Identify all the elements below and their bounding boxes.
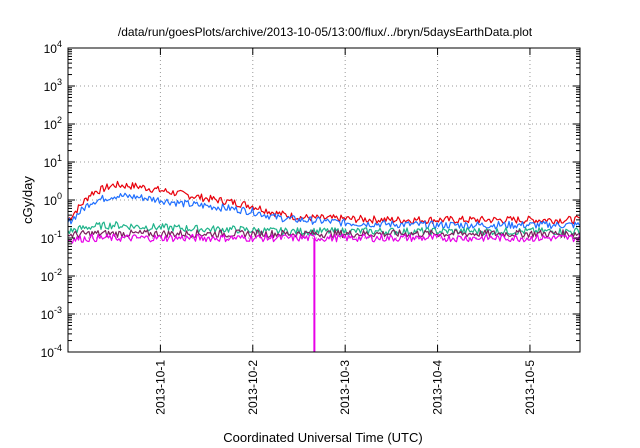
series-line-1	[67, 192, 581, 230]
x-tick-label: 2013-10-4	[431, 360, 445, 415]
y-tick-label: 10-1	[41, 229, 62, 246]
chart-title: /data/run/goesPlots/archive/2013-10-05/1…	[118, 25, 533, 39]
y-tick-label: 10-4	[41, 343, 62, 360]
series-line-0	[67, 180, 580, 225]
y-tick-label: 104	[44, 39, 62, 56]
y-tick-label: 100	[44, 191, 62, 208]
grid-lines	[68, 48, 580, 352]
y-tick-label: 103	[44, 77, 62, 94]
y-tick-label: 102	[44, 115, 62, 132]
y-tick-label: 10-2	[41, 267, 62, 284]
x-axis-label: Coordinated Universal Time (UTC)	[223, 430, 422, 445]
plot-frame	[67, 47, 581, 353]
axis-ticks: 10-4 10-3 10-2 10-1 100 101 102 103 104 2013-10-1…	[41, 39, 580, 415]
y-tick-label: 10-3	[41, 305, 62, 322]
data-series	[67, 180, 581, 352]
x-tick-label: 2013-10-5	[523, 360, 537, 415]
series-line-3	[67, 229, 580, 239]
y-tick-label: 101	[44, 153, 62, 170]
x-tick-label: 2013-10-2	[246, 360, 260, 415]
x-tick-label: 2013-10-3	[338, 360, 352, 415]
series-line-4	[67, 233, 581, 244]
y-axis-label: cGy/day	[20, 176, 35, 224]
x-tick-label: 2013-10-1	[153, 360, 167, 415]
